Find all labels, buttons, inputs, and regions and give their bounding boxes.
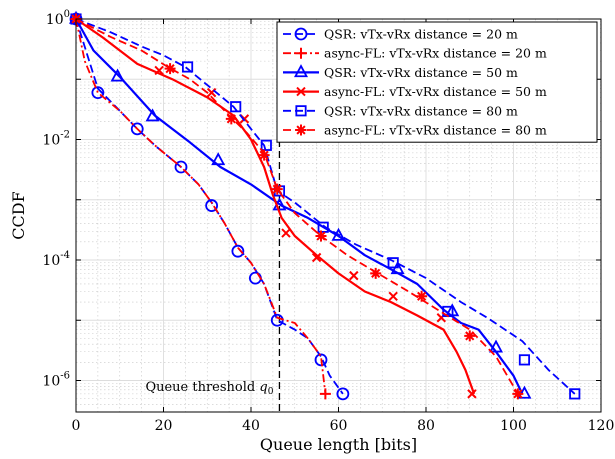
series-layer — [68, 10, 581, 401]
triangle-marker — [110, 68, 125, 82]
x-tick-label: 120 — [588, 418, 615, 434]
x-marker — [281, 228, 291, 238]
x-tick-label: 60 — [330, 418, 348, 434]
triangle-marker — [331, 227, 346, 241]
circle-marker — [130, 122, 144, 136]
asterisk-marker — [464, 330, 476, 342]
triangle-marker — [145, 108, 160, 122]
legend-label: QSR: vTx-vRx distance = 50 m — [324, 65, 518, 80]
asterisk-marker — [225, 113, 237, 125]
x-tick-label: 40 — [242, 418, 260, 434]
square-marker — [518, 354, 531, 366]
square-marker — [569, 388, 581, 400]
plus-marker — [319, 388, 331, 400]
legend-box — [276, 21, 598, 143]
triangle-marker — [488, 339, 504, 353]
asterisk-marker — [416, 290, 428, 302]
x-marker — [388, 291, 398, 301]
triangle-marker — [517, 385, 532, 399]
x-tick-label: 100 — [500, 418, 527, 434]
square-marker — [181, 61, 194, 73]
legend-label: QSR: vTx-vRx distance = 20 m — [324, 27, 518, 42]
circle-marker — [205, 199, 219, 212]
x-marker — [349, 270, 359, 281]
series-5 — [70, 13, 581, 400]
asterisk-marker — [258, 149, 270, 161]
series-line — [75, 18, 327, 395]
x-tick-label: 80 — [417, 418, 435, 434]
series-line — [75, 18, 476, 395]
circle-marker — [336, 387, 350, 401]
x-marker — [467, 389, 477, 399]
asterisk-marker — [295, 124, 307, 136]
asterisk-marker — [164, 63, 176, 75]
legend-label: async-FL: vTx-vRx distance = 50 m — [324, 84, 547, 99]
x-marker — [311, 252, 322, 263]
y-axis-title: CCDF — [9, 191, 28, 239]
circle-marker — [174, 160, 188, 174]
series-line — [75, 18, 576, 395]
square-marker — [317, 221, 329, 233]
x-marker — [296, 86, 306, 97]
square-marker — [387, 257, 399, 269]
legend-item: QSR: vTx-vRx distance = 50 m — [283, 64, 518, 80]
legend-item: async-FL: vTx-vRx distance = 80 m — [283, 123, 547, 138]
circle-marker — [294, 27, 308, 41]
legend-item: async-FL: vTx-vRx distance = 50 m — [283, 84, 547, 99]
series-4 — [71, 14, 477, 399]
triangle-marker — [293, 64, 309, 78]
x-axis-title: Queue length [bits] — [260, 435, 417, 454]
square-marker — [260, 139, 272, 151]
x-marker — [154, 65, 164, 76]
circle-marker — [314, 353, 328, 367]
asterisk-marker — [271, 183, 283, 195]
triangle-marker — [211, 152, 226, 166]
x-tick-label: 0 — [72, 418, 81, 434]
asterisk-marker — [370, 267, 382, 279]
legend-label: QSR: vTx-vRx distance = 80 m — [324, 103, 518, 118]
legend-item: QSR: vTx-vRx distance = 80 m — [283, 103, 518, 118]
major-grid — [76, 19, 601, 412]
x-tick-label: 20 — [155, 418, 173, 434]
asterisk-marker — [512, 388, 524, 400]
circle-marker — [231, 244, 245, 258]
legend-item: QSR: vTx-vRx distance = 20 m — [283, 27, 518, 42]
square-marker — [295, 105, 307, 117]
asterisk-marker — [315, 230, 327, 242]
circle-marker — [91, 86, 105, 100]
legend-label: async-FL: vTx-vRx distance = 20 m — [324, 46, 547, 61]
legend-label: async-FL: vTx-vRx distance = 80 m — [324, 123, 547, 138]
plus-marker — [295, 47, 307, 59]
threshold-annotation: Queue threshold q0 — [145, 380, 273, 397]
legend-item: async-FL: vTx-vRx distance = 20 m — [283, 46, 547, 61]
square-marker — [230, 101, 242, 113]
legend: QSR: vTx-vRx distance = 20 m async-FL: vT… — [276, 21, 598, 143]
